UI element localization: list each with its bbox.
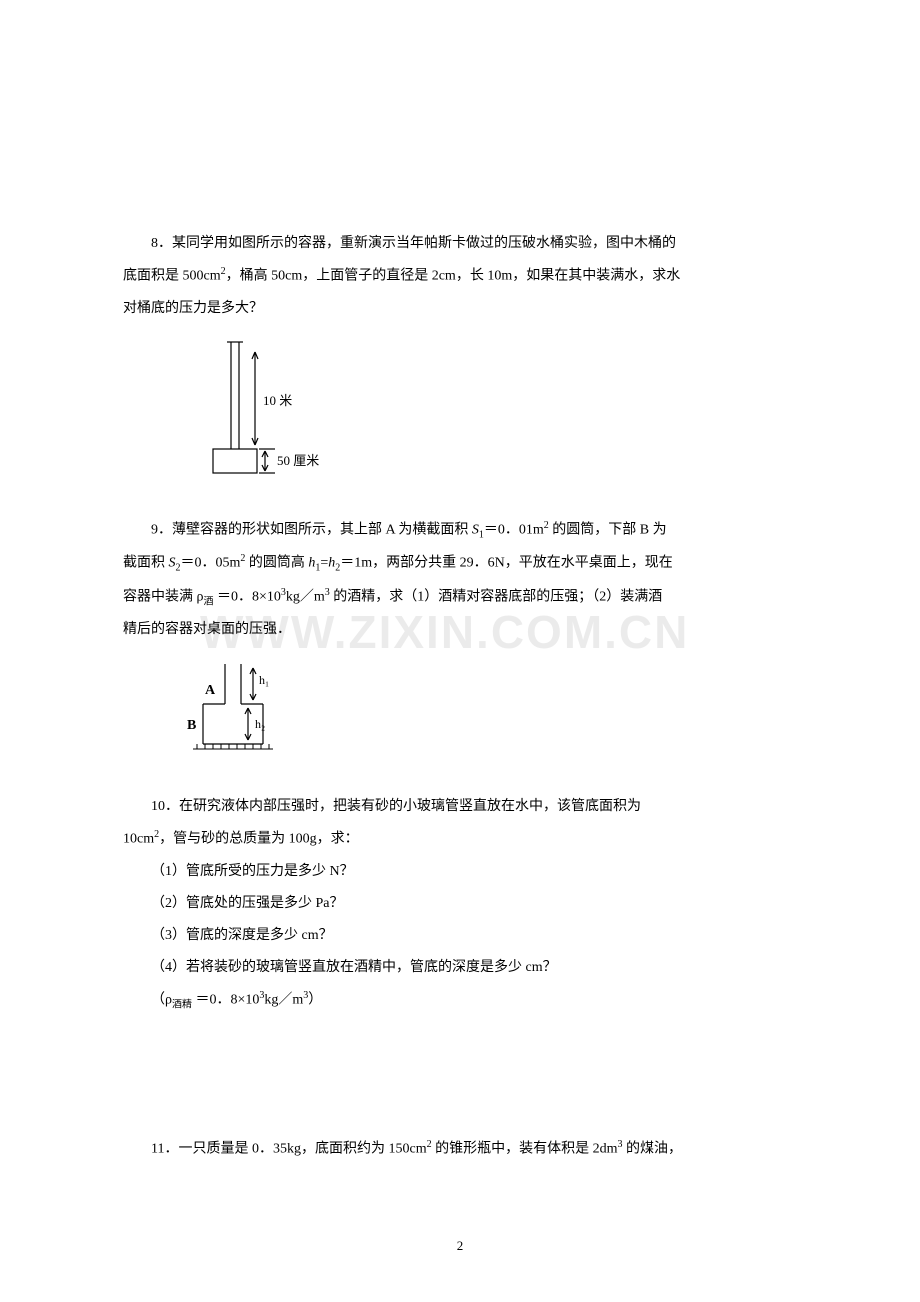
q9-fig-label-a: A xyxy=(205,683,216,698)
q10-l2b: ，管与砂的总质量为 100g，求： xyxy=(159,832,359,847)
q9-l2c: 的圆筒高 xyxy=(245,556,308,571)
q8-line2a: 底面积是 500cm xyxy=(123,269,221,284)
q9-l3c: kg／m xyxy=(286,589,325,604)
q10-l2a: 10cm xyxy=(123,832,154,847)
q9-line3: 容器中装满 ρ酒 ＝0．8×103kg／m3 的酒精，求（1）酒精对容器底部的压… xyxy=(123,583,797,612)
q9-l1a: 9．薄壁容器的形状如图所示，其上部 A 为横截面积 xyxy=(151,522,472,537)
q11-l1a: 11．一只质量是 0．35kg，底面积约为 150cm xyxy=(151,1142,427,1157)
q9-l2a: 截面积 xyxy=(123,556,169,571)
q9-l2e: ＝1m，两部分共重 29．6N，平放在水平桌面上，现在 xyxy=(340,556,673,571)
q9-rho-sub: 酒 xyxy=(204,596,214,607)
q9-l1b: ＝0．01m xyxy=(484,522,544,537)
page-number: 2 xyxy=(0,1238,920,1254)
q10-fc: kg／m xyxy=(264,992,303,1007)
q8-bucket-label: 50 厘米 xyxy=(277,453,319,468)
q9-fig-label-b: B xyxy=(187,718,196,733)
q9-l2b: ＝0．05m xyxy=(181,556,241,571)
q10-sub3: （3）管底的深度是多少 cm？ xyxy=(123,922,797,950)
q8-figure: 10 米 50 厘米 xyxy=(203,337,797,498)
q10-rho: ρ xyxy=(165,992,172,1007)
q9-fig-h2: h₂ xyxy=(255,717,265,731)
q8-line2: 底面积是 500cm2，桶高 50cm，上面管子的直径是 2cm，长 10m，如… xyxy=(123,262,797,291)
q10-sub4: （4）若将装砂的玻璃管竖直放在酒精中，管底的深度是多少 cm？ xyxy=(123,954,797,982)
q9-s1: S xyxy=(472,522,479,537)
q9-figure: A B h₁ h₂ xyxy=(183,654,797,775)
q10-fd: ） xyxy=(308,992,322,1007)
q9-line1: 9．薄壁容器的形状如图所示，其上部 A 为横截面积 S1＝0．01m2 的圆筒，… xyxy=(123,516,797,545)
q11-l1b: 的锥形瓶中，装有体积是 2dm xyxy=(432,1142,618,1157)
q9-figure-svg: A B h₁ h₂ xyxy=(183,654,333,764)
q10-rho-sub: 酒精 xyxy=(172,999,192,1010)
q8-figure-svg: 10 米 50 厘米 xyxy=(203,337,373,487)
q9-fig-h1: h₁ xyxy=(259,673,269,687)
q9-line4: 精后的容器对桌面的压强． xyxy=(123,616,797,644)
q11-line1: 11．一只质量是 0．35kg，底面积约为 150cm2 的锥形瓶中，装有体积是… xyxy=(123,1135,797,1164)
q9-line2: 截面积 S2＝0．05m2 的圆筒高 h1=h2＝1m，两部分共重 29．6N，… xyxy=(123,549,797,578)
q8-line2b: ，桶高 50cm，上面管子的直径是 2cm，长 10m，如果在其中装满水，求水 xyxy=(226,269,681,284)
q9-s2: S xyxy=(169,556,176,571)
q10-fb: ＝0．8×10 xyxy=(192,992,259,1007)
q10-fa: （ xyxy=(151,992,165,1007)
q10-sub2: （2）管底处的压强是多少 Pa？ xyxy=(123,890,797,918)
q10-sub1: （1）管底所受的压力是多少 N？ xyxy=(123,858,797,886)
q9-l3b: ＝0．8×10 xyxy=(214,589,281,604)
q10-line2: 10cm2，管与砂的总质量为 100g，求： xyxy=(123,825,797,854)
q9-l3d: 的酒精，求（1）酒精对容器底部的压强；（2）装满酒 xyxy=(330,589,663,604)
q9-rho: ρ xyxy=(197,589,204,604)
q9-l1c: 的圆筒，下部 B 为 xyxy=(549,522,667,537)
q9-l3a: 容器中装满 xyxy=(123,589,197,604)
q10-line1: 10．在研究液体内部压强时，把装有砂的小玻璃管竖直放在水中，该管底面积为 xyxy=(123,793,797,821)
q11-l1c: 的煤油， xyxy=(622,1142,682,1157)
q8-line1: 8．某同学用如图所示的容器，重新演示当年帕斯卡做过的压破水桶实验，图中木桶的 xyxy=(123,230,797,258)
q8-line3: 对桶底的压力是多大？ xyxy=(123,295,797,323)
q10-formula: （ρ酒精 ＝0．8×103kg／m3） xyxy=(123,986,797,1015)
q8-tube-label: 10 米 xyxy=(263,393,292,408)
